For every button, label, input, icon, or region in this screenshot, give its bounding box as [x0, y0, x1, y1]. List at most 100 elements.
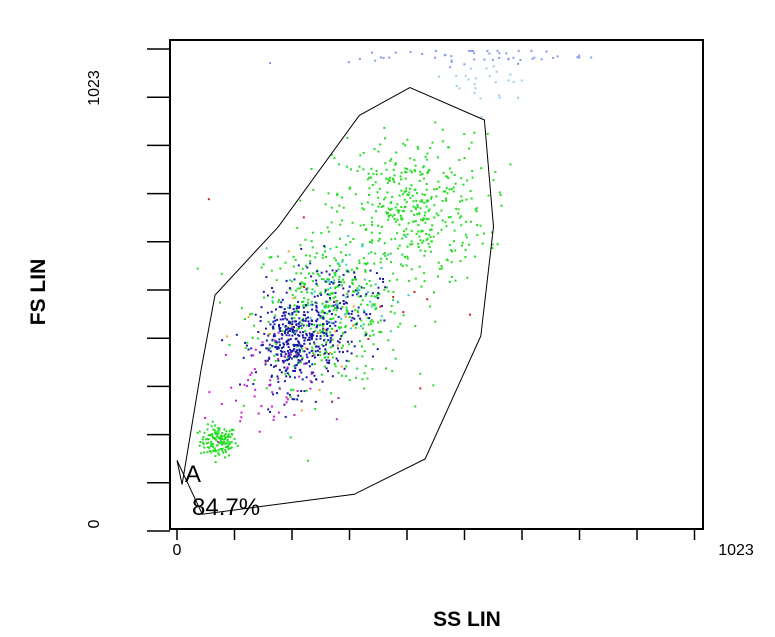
data-point	[325, 359, 328, 362]
data-point	[300, 390, 303, 392]
data-point	[483, 232, 486, 235]
data-point	[221, 441, 224, 444]
data-point	[438, 186, 441, 189]
data-point	[290, 325, 293, 328]
data-point	[325, 341, 328, 344]
data-point	[221, 449, 224, 452]
data-point	[392, 290, 395, 293]
data-point	[308, 254, 311, 257]
data-point	[385, 257, 388, 260]
data-point	[360, 303, 362, 306]
data-point	[305, 334, 308, 337]
data-point	[309, 262, 312, 265]
data-point	[240, 411, 243, 414]
data-point	[313, 353, 316, 356]
data-point	[309, 327, 312, 330]
data-point	[461, 199, 464, 202]
data-point	[372, 320, 375, 323]
data-point	[308, 365, 311, 368]
data-point	[297, 322, 300, 325]
data-point	[459, 200, 461, 203]
data-point	[362, 168, 365, 171]
data-point	[215, 439, 218, 442]
data-point	[304, 238, 307, 241]
data-point	[289, 329, 292, 332]
data-point	[384, 162, 387, 165]
data-point	[449, 66, 452, 69]
data-point	[352, 238, 355, 240]
data-point	[373, 303, 376, 306]
data-point	[468, 147, 470, 150]
data-point	[294, 337, 297, 340]
data-point	[300, 409, 303, 412]
data-point	[301, 356, 304, 359]
data-point	[500, 204, 503, 207]
data-point	[403, 234, 406, 237]
data-point	[343, 367, 346, 370]
data-point	[217, 449, 220, 452]
data-point	[351, 283, 354, 286]
data-point	[393, 312, 396, 315]
data-point	[340, 347, 343, 349]
data-point	[429, 146, 432, 149]
data-point	[342, 351, 344, 354]
data-point	[325, 333, 328, 336]
data-point	[304, 330, 307, 333]
data-point	[389, 159, 392, 162]
data-point	[266, 359, 269, 362]
data-point	[325, 306, 327, 308]
data-point	[329, 346, 332, 349]
data-point	[257, 412, 260, 415]
data-point	[299, 331, 302, 334]
data-point	[409, 243, 412, 246]
data-point	[301, 267, 304, 270]
data-point	[362, 223, 365, 226]
data-point	[306, 348, 309, 351]
data-point	[409, 50, 412, 53]
data-point	[370, 319, 373, 322]
data-point	[323, 245, 326, 247]
data-point	[279, 267, 282, 270]
data-point	[223, 428, 226, 431]
data-point	[295, 323, 298, 326]
data-point	[338, 275, 341, 278]
data-point	[271, 391, 274, 394]
data-point	[314, 301, 317, 304]
data-point	[434, 121, 437, 124]
data-point	[328, 310, 331, 313]
data-point	[446, 175, 449, 178]
data-point	[423, 193, 426, 196]
data-point	[260, 344, 263, 347]
data-point	[281, 323, 284, 326]
data-point	[304, 314, 306, 317]
data-point	[486, 132, 489, 135]
data-point	[406, 245, 409, 248]
data-point	[320, 293, 323, 296]
data-point	[498, 57, 501, 59]
data-point	[216, 435, 219, 438]
data-point	[374, 181, 377, 184]
data-point	[303, 350, 306, 353]
data-point	[372, 355, 374, 358]
data-point	[297, 264, 300, 267]
data-point	[314, 363, 316, 366]
data-point	[383, 288, 386, 291]
data-point	[319, 351, 321, 353]
data-point	[288, 306, 291, 309]
data-point	[276, 318, 279, 321]
data-point	[311, 288, 314, 291]
data-point	[283, 356, 286, 359]
data-point	[352, 324, 354, 327]
data-point	[210, 445, 212, 448]
data-point	[336, 359, 339, 362]
data-point	[270, 374, 273, 377]
data-point	[320, 271, 323, 274]
data-point	[363, 309, 365, 312]
data-point	[273, 333, 276, 336]
data-point	[437, 275, 439, 278]
data-point	[355, 278, 358, 281]
data-point	[325, 343, 327, 346]
data-point	[317, 331, 320, 334]
data-point	[330, 334, 333, 337]
data-point	[428, 208, 431, 211]
